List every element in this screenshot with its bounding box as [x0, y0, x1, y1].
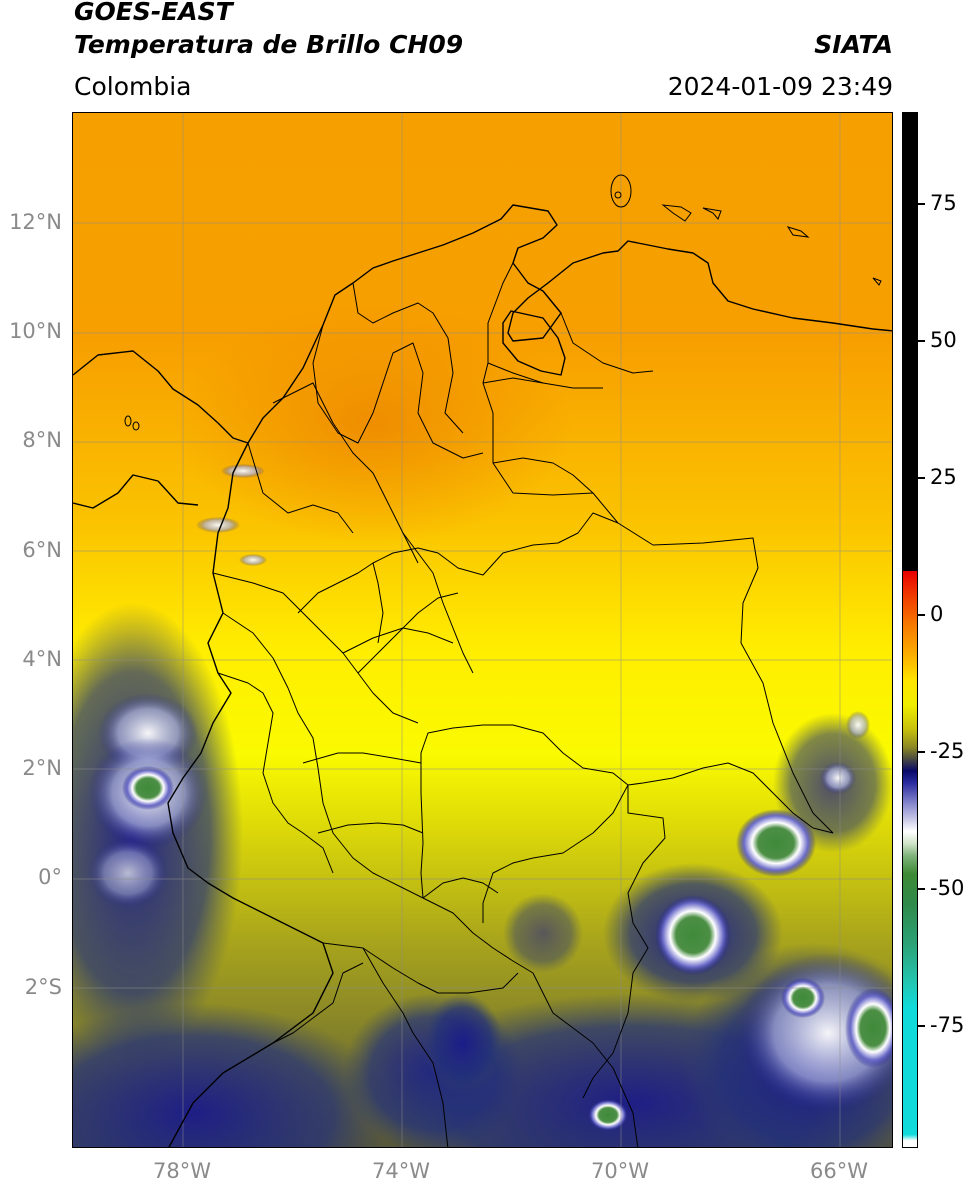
- lon-label: 70°W: [591, 1159, 649, 1183]
- colorbar-label: 75: [930, 191, 957, 215]
- brightness-temperature-map: [72, 112, 893, 1148]
- colorbar-tick: [918, 751, 925, 753]
- lat-label: 12°N: [9, 210, 62, 234]
- datetime-label: 2024-01-09 23:49: [667, 72, 893, 101]
- lat-label: 2°S: [24, 975, 62, 999]
- lat-label: 4°N: [22, 647, 62, 671]
- lon-label: 74°W: [372, 1159, 430, 1183]
- colorbar-tick: [918, 888, 925, 890]
- colorbar-label: -25: [930, 739, 965, 763]
- region-label: Colombia: [74, 72, 192, 101]
- colorbar-tick: [918, 203, 925, 205]
- lat-label: 10°N: [9, 319, 62, 343]
- lat-label: 6°N: [22, 538, 62, 562]
- colorbar-label: -50: [930, 876, 965, 900]
- lat-label: 2°N: [22, 756, 62, 780]
- product-title: Temperatura de Brillo CH09: [74, 30, 464, 59]
- colorbar-tick: [918, 1025, 925, 1027]
- satellite-title: GOES-EAST: [74, 0, 233, 26]
- colorbar-label: -75: [930, 1013, 965, 1037]
- colorbar-tick: [918, 614, 925, 616]
- lon-label: 78°W: [153, 1159, 211, 1183]
- colorbar-tick: [918, 340, 925, 342]
- colorbar: [902, 112, 918, 1148]
- agency-label: SIATA: [814, 30, 893, 59]
- colorbar-label: 50: [930, 328, 957, 352]
- colorbar-label: 25: [930, 465, 957, 489]
- lat-label: 8°N: [22, 428, 62, 452]
- colorbar-tick: [918, 477, 925, 479]
- colorbar-label: 0: [930, 602, 944, 626]
- lon-label: 66°W: [810, 1159, 868, 1183]
- lat-label: 0°: [38, 865, 62, 889]
